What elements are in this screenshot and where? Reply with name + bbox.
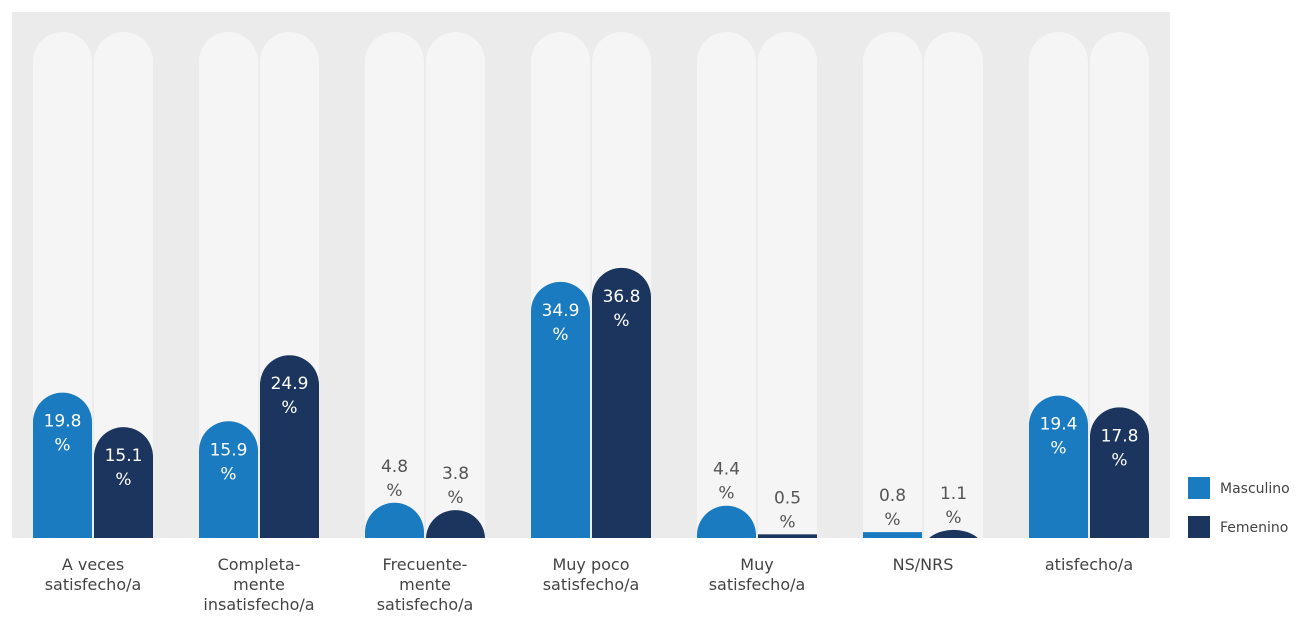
bar: [863, 532, 922, 538]
bar: [426, 510, 485, 538]
data-label: 3.8%: [442, 464, 469, 508]
bar-track: [697, 32, 756, 538]
data-label: 4.8%: [381, 457, 408, 501]
data-label: 4.4%: [713, 460, 740, 504]
bar: [94, 427, 153, 538]
bar: [531, 281, 590, 538]
bar-track: [758, 32, 817, 538]
bar-track: [199, 32, 258, 538]
bar: [758, 534, 817, 538]
data-label: 19.8%: [44, 412, 82, 456]
data-label: 24.9%: [271, 374, 309, 418]
x-tick-label: atisfecho/a: [1045, 555, 1133, 574]
bar-track: [365, 32, 424, 538]
bar-track: [924, 32, 983, 538]
data-label: 36.8%: [603, 287, 641, 331]
data-label: 17.8%: [1101, 426, 1139, 470]
data-label: 0.8%: [879, 486, 906, 530]
legend-label: Femenino: [1220, 520, 1288, 536]
data-label: 19.4%: [1040, 415, 1078, 459]
data-label: 0.5%: [774, 488, 801, 532]
plot-background: [12, 12, 1170, 538]
bar-track: [426, 32, 485, 538]
data-label: 15.9%: [210, 440, 248, 484]
bar-track: [94, 32, 153, 538]
x-tick-label: Muy satisfecho/a: [709, 555, 806, 594]
x-tick-label: Frecuente-mente satisfecho/a: [377, 555, 474, 614]
data-label: 1.1%: [940, 484, 967, 528]
bar: [1090, 407, 1149, 538]
bar: [592, 267, 651, 538]
bar: [260, 355, 319, 538]
data-label: 34.9%: [542, 301, 580, 345]
x-tick-label: Completa-mente insatisfecho/a: [203, 555, 314, 614]
x-tick-label: Muy poco satisfecho/a: [543, 555, 640, 594]
bar: [365, 502, 424, 538]
bar: [1029, 395, 1088, 538]
legend-label: Masculino: [1220, 481, 1290, 497]
x-tick-label: NS/NRS: [893, 555, 954, 574]
legend-swatch: [1188, 477, 1210, 499]
legend-swatch: [1188, 516, 1210, 538]
bar-track: [863, 32, 922, 538]
bar: [199, 421, 258, 538]
data-label: 15.1%: [105, 446, 143, 490]
x-tick-label: A veces satisfecho/a: [45, 555, 142, 594]
bar: [929, 529, 978, 538]
bar: [697, 505, 756, 538]
bar: [33, 392, 92, 538]
